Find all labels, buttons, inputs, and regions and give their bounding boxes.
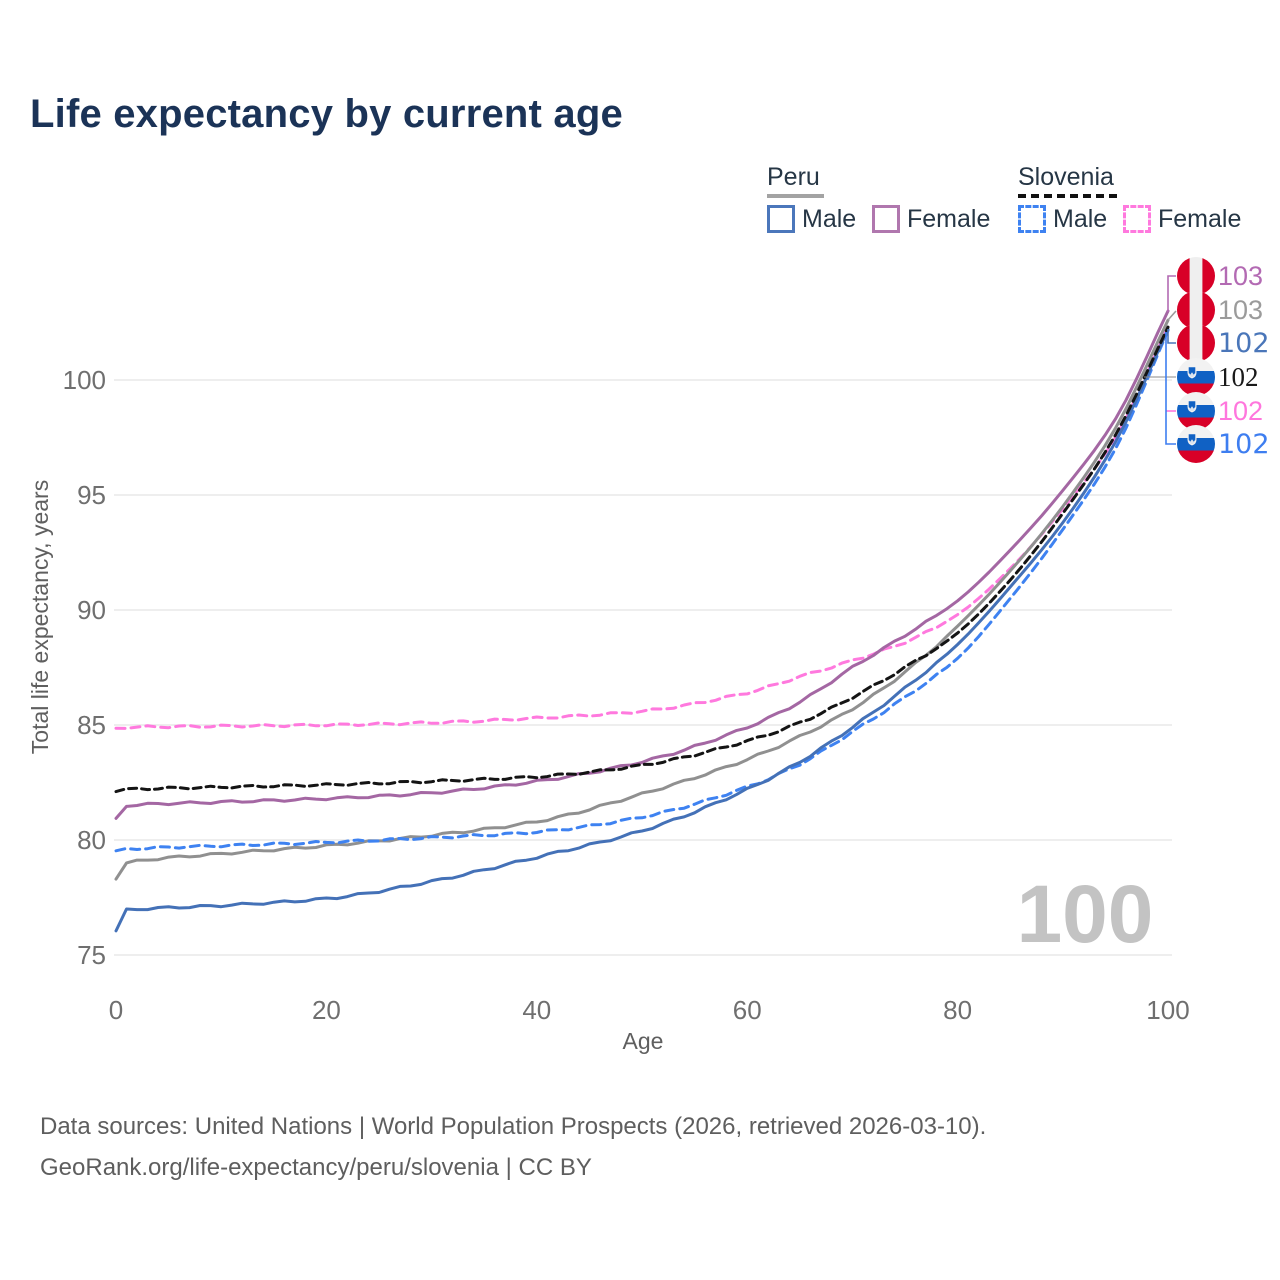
y-tick-label: 100 [63,365,106,395]
legend-swatch-peru-male-icon [767,205,795,233]
x-tick-label: 40 [522,995,551,1025]
legend-swatch-slovenia-male-icon [1018,205,1046,233]
legend-label-peru-female: Female [907,205,991,233]
y-tick-label: 80 [77,825,106,855]
end-value-label: 103 [1218,295,1263,325]
y-tick-label: 75 [77,940,106,970]
legend-group-title-slovenia[interactable]: Slovenia [1018,163,1114,191]
x-tick-label: 100 [1146,995,1189,1025]
series-line-slovenia-female[interactable] [114,325,1170,730]
connector-line [1167,329,1176,344]
peru-flag-icon [1177,257,1215,295]
y-tick-label: 95 [77,480,106,510]
legend-swatch-slovenia-female-icon [1123,205,1151,233]
legend-label-slovenia-male: Male [1053,205,1108,233]
end-value-label: 102 [1218,429,1270,460]
x-tick-label: 60 [733,995,762,1025]
x-axis-tick-labels: 0 20 40 60 80 100 [109,995,1190,1025]
x-tick-label: 0 [109,995,123,1025]
peru-flag-icon [1177,324,1215,362]
series-lines [114,309,1170,933]
gridlines [114,379,1172,956]
legend-underline-peru [767,194,824,198]
x-tick-label: 80 [943,995,972,1025]
connector-line [1167,275,1176,312]
peru-flag-icon [1177,291,1215,329]
connector-line [1165,332,1176,445]
series-line-slovenia-male[interactable] [114,329,1170,853]
end-value-label: 102 [1218,362,1259,392]
end-value-label: 103 [1218,261,1263,291]
page-title: Life expectancy by current age [30,92,623,136]
end-value-label: 102 [1218,396,1263,426]
y-tick-label: 85 [77,710,106,740]
footer-data-sources: Data sources: United Nations | World Pop… [40,1113,987,1140]
legend-swatch-peru-female-icon [872,205,900,233]
legend-label-slovenia-female: Female [1158,205,1242,233]
series-line-slovenia-both-sexes[interactable] [114,325,1170,794]
legend-item-peru-male[interactable]: Male [767,205,856,233]
end-value-label: 102 [1218,328,1270,359]
series-line-peru-female[interactable] [114,309,1170,820]
age-watermark: 100 [1017,869,1154,960]
legend-item-peru-female[interactable]: Female [872,205,990,233]
x-axis-title: Age [623,1028,664,1054]
y-tick-label: 90 [77,595,106,625]
legend-item-slovenia-female[interactable]: Female [1123,205,1241,233]
slovenia-flag-icon [1177,392,1215,430]
legend-underline-slovenia [1018,194,1118,198]
slovenia-flag-icon [1177,358,1215,396]
legend-item-slovenia-male[interactable]: Male [1018,205,1107,233]
series-line-peru-male[interactable] [114,327,1170,933]
footer: Data sources: United Nations | World Pop… [40,1106,986,1188]
footer-attribution-link: GeoRank.org/life-expectancy/peru/sloveni… [40,1154,592,1181]
x-tick-label: 20 [312,995,341,1025]
series-line-peru-both-sexes[interactable] [114,318,1170,881]
legend-label-peru-male: Male [802,205,857,233]
y-axis-title: Total life expectancy, years [27,480,53,754]
label-connector-lines [1144,275,1177,445]
y-axis-tick-labels: 75 80 85 90 95 100 [63,365,106,970]
legend-group-title-peru[interactable]: Peru [767,163,820,191]
connector-line [1167,310,1177,321]
slovenia-flag-icon [1177,425,1215,463]
